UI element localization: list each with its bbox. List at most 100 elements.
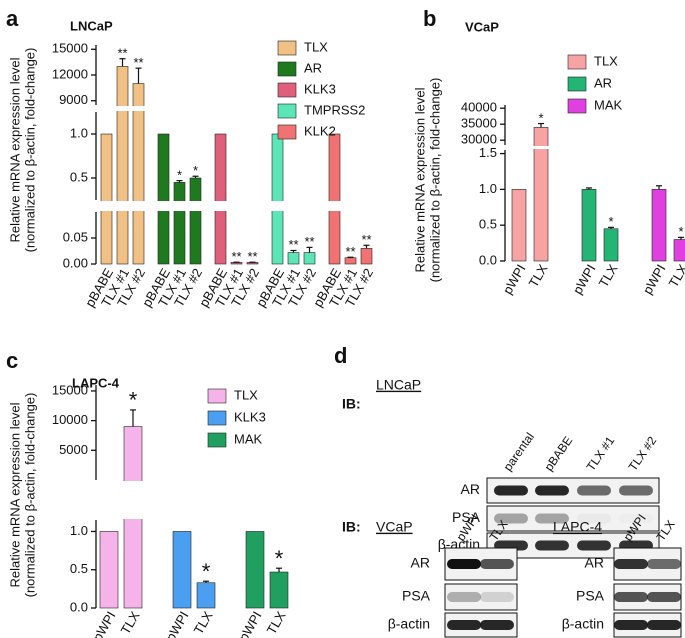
legend-label: AR bbox=[594, 75, 612, 90]
legend-swatch bbox=[207, 388, 227, 404]
x-tick-label: TLX bbox=[264, 608, 289, 636]
ib-label: IB: bbox=[342, 519, 361, 535]
band bbox=[535, 513, 569, 524]
x-tick-label: pWPI bbox=[236, 609, 265, 638]
legend-swatch bbox=[277, 124, 297, 140]
band bbox=[447, 592, 481, 602]
panel-label: b bbox=[423, 6, 436, 31]
bar bbox=[603, 228, 619, 262]
legend-swatch bbox=[277, 82, 297, 98]
legend-swatch bbox=[277, 61, 297, 77]
row-label: β-actin bbox=[562, 616, 604, 632]
x-tick-label: pWPI bbox=[90, 609, 119, 638]
y-tick-label: 1.5 bbox=[479, 145, 497, 160]
band bbox=[647, 559, 681, 569]
row-label: AR bbox=[461, 481, 480, 497]
y-tick-label: 10000 bbox=[52, 412, 88, 427]
bar bbox=[189, 177, 202, 265]
error-bar bbox=[656, 185, 662, 190]
band bbox=[447, 620, 481, 630]
y-tick-label: 15000 bbox=[52, 41, 88, 56]
row-label: PSA bbox=[576, 588, 605, 604]
legend-label: KLK3 bbox=[234, 409, 266, 424]
y-tick-label: 40000 bbox=[461, 100, 497, 115]
y-axis-label: Relative mRNA expression level bbox=[7, 57, 22, 242]
bar bbox=[287, 252, 300, 265]
error-bar bbox=[538, 122, 544, 128]
band bbox=[535, 485, 569, 496]
legend-label: KLK3 bbox=[304, 81, 336, 96]
y-tick-label: 15000 bbox=[52, 382, 88, 397]
axis-break bbox=[88, 106, 386, 111]
legend-label: TMPRSS2 bbox=[304, 102, 365, 117]
bar bbox=[100, 133, 113, 265]
significance-label: * bbox=[177, 167, 182, 182]
lane-label: TLX #1 bbox=[584, 434, 618, 474]
error-bar bbox=[176, 180, 183, 183]
row-label: AR bbox=[411, 555, 430, 571]
x-tick-label: TLX bbox=[596, 261, 621, 289]
y-tick-label: 5000 bbox=[59, 442, 88, 457]
band bbox=[614, 592, 648, 602]
bar bbox=[303, 252, 316, 265]
y-tick-label: 0.0 bbox=[479, 252, 497, 267]
y-axis-label: (normalized to β-actin, fold-change) bbox=[427, 78, 442, 283]
error-bar bbox=[678, 236, 684, 240]
legend-swatch bbox=[277, 103, 297, 119]
significance-label: ** bbox=[288, 237, 298, 252]
bar bbox=[196, 582, 216, 609]
row-label: AR bbox=[585, 555, 604, 571]
bar bbox=[172, 531, 192, 609]
significance-label: * bbox=[678, 224, 683, 239]
band bbox=[480, 559, 514, 569]
band bbox=[480, 620, 514, 630]
x-tick-label: pWPI bbox=[570, 262, 599, 297]
y-axis-label: Relative mRNA expression level bbox=[7, 402, 22, 587]
error-bar bbox=[586, 187, 592, 190]
bar bbox=[511, 189, 527, 262]
x-tick-label: TLX bbox=[526, 261, 551, 289]
significance-label: ** bbox=[231, 249, 241, 264]
y-tick-label: 30000 bbox=[461, 132, 497, 147]
x-tick-label: TLX bbox=[118, 608, 143, 636]
x-tick-label: TLX bbox=[191, 608, 216, 636]
y-tick-label: 0.05 bbox=[63, 229, 88, 244]
band bbox=[647, 620, 681, 630]
error-bar bbox=[192, 175, 199, 178]
legend-swatch bbox=[567, 76, 587, 92]
band bbox=[535, 540, 569, 551]
significance-label: ** bbox=[133, 55, 143, 70]
legend-swatch bbox=[567, 54, 587, 70]
legend-label: TLX bbox=[304, 39, 328, 54]
y-tick-label: 35000 bbox=[461, 116, 497, 131]
band bbox=[614, 620, 648, 630]
y-tick-label: 0.5 bbox=[70, 169, 88, 184]
legend-label: MAK bbox=[234, 431, 263, 446]
x-tick-label: pWPI bbox=[640, 262, 669, 297]
significance-label: * bbox=[193, 163, 198, 178]
y-tick-label: 0.5 bbox=[70, 561, 88, 576]
legend-swatch bbox=[207, 432, 227, 448]
significance-label: * bbox=[129, 388, 138, 413]
bar bbox=[173, 182, 186, 265]
x-tick-label: pWPI bbox=[163, 609, 192, 638]
bar bbox=[157, 133, 170, 265]
band bbox=[577, 485, 611, 496]
band bbox=[577, 540, 611, 551]
significance-label: ** bbox=[361, 232, 371, 247]
significance-label: ** bbox=[117, 45, 127, 60]
y-tick-label: 0.5 bbox=[479, 217, 497, 232]
error-bar bbox=[608, 226, 614, 229]
bar bbox=[328, 133, 341, 265]
y-axis-label: (normalized to β-actin, fold-change) bbox=[22, 48, 37, 253]
y-axis-label: Relative mRNA expression level bbox=[412, 87, 427, 272]
bar bbox=[214, 133, 227, 265]
significance-label: * bbox=[202, 559, 211, 584]
legend-label: TLX bbox=[594, 53, 618, 68]
axis-break bbox=[88, 481, 319, 519]
band bbox=[447, 559, 481, 569]
row-label: PSA bbox=[452, 509, 481, 525]
band bbox=[647, 592, 681, 602]
significance-label: * bbox=[608, 214, 613, 229]
